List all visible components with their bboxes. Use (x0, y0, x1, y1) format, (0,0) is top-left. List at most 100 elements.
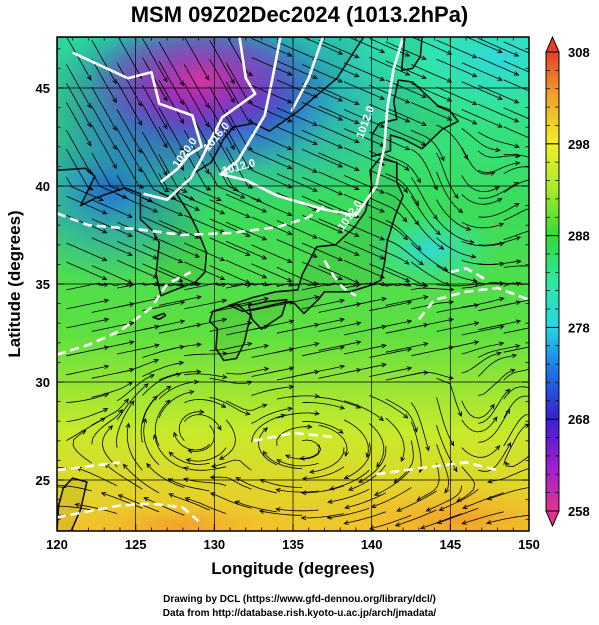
streamline (142, 169, 176, 200)
streamline (66, 102, 92, 146)
streamline-arrowhead (379, 76, 386, 81)
streamline-arrowhead (472, 53, 478, 59)
streamline-arrowhead (446, 50, 453, 55)
streamline (374, 468, 412, 496)
streamline-arrowhead (514, 143, 520, 149)
streamline-arrowhead (230, 78, 235, 85)
streamline (369, 348, 412, 358)
streamline (301, 64, 343, 83)
streamline-arrowhead (354, 100, 360, 106)
streamline (371, 487, 412, 508)
streamline (503, 208, 529, 221)
streamline (478, 162, 520, 174)
streamline (158, 371, 201, 381)
streamline-arrowhead (354, 251, 360, 256)
streamline-arrowhead (416, 177, 421, 184)
streamline (318, 58, 359, 77)
streamline (184, 261, 225, 280)
streamline (209, 322, 252, 332)
streamline-arrowhead (496, 351, 502, 357)
streamline-arrowhead (327, 499, 333, 504)
streamline-arrowhead (337, 163, 344, 168)
streamline (276, 489, 319, 493)
streamline (66, 195, 107, 215)
streamline-arrowhead (406, 300, 413, 306)
streamline-arrowhead (539, 75, 544, 79)
streamline-arrowhead (516, 259, 522, 264)
streamline-arrowhead (234, 500, 240, 506)
streamline (66, 37, 92, 80)
streamline (461, 400, 495, 419)
streamline (66, 149, 93, 191)
streamline-arrowhead (189, 196, 195, 201)
streamline (318, 105, 359, 124)
streamline-arrowhead (406, 366, 413, 371)
streamline (310, 447, 345, 473)
streamline-arrowhead (312, 253, 318, 258)
streamline (318, 341, 361, 351)
streamline (369, 301, 412, 312)
streamline-arrowhead (328, 485, 335, 491)
streamline-arrowhead (510, 368, 516, 374)
streamline (411, 83, 452, 102)
streamline-arrowhead (287, 230, 293, 236)
streamline-arrowhead (219, 256, 226, 262)
streamline (411, 287, 454, 291)
streamline-arrowhead (515, 281, 522, 287)
streamline-arrowhead (263, 366, 270, 372)
colorbar-tick-label: 268 (568, 412, 590, 427)
streamline-arrowhead (446, 97, 453, 102)
streamline-arrowhead (167, 478, 173, 483)
streamline-arrowhead (127, 232, 133, 237)
streamline (417, 463, 440, 501)
streamline (503, 41, 529, 54)
streamline (436, 377, 462, 417)
streamline-arrowhead (337, 256, 344, 262)
streamline (436, 322, 479, 332)
streamline-arrowhead (452, 466, 458, 473)
streamline-arrowhead (539, 141, 544, 145)
streamline (385, 239, 424, 266)
streamline (142, 373, 181, 396)
landmass-3 (370, 79, 460, 158)
streamline (461, 325, 504, 336)
streamline (358, 445, 387, 483)
streamline-arrowhead (414, 220, 420, 226)
streamline-arrowhead (339, 364, 346, 370)
streamline-arrowhead (539, 180, 544, 184)
streamline (118, 494, 160, 513)
streamline (327, 507, 370, 519)
streamline-arrowhead (112, 163, 117, 170)
streamline (225, 81, 253, 123)
streamline (385, 107, 427, 126)
streamline-arrowhead (86, 169, 92, 175)
streamline-arrowhead (153, 358, 160, 364)
streamline (262, 451, 303, 469)
streamline-arrowhead (354, 279, 360, 284)
streamline-arrowhead (539, 387, 543, 391)
streamline (209, 171, 245, 199)
streamline (318, 237, 359, 256)
streamline-arrowhead (338, 428, 344, 434)
streamline-arrowhead (433, 185, 438, 191)
streamline (144, 497, 185, 516)
streamline-arrowhead (490, 171, 496, 176)
streamline (478, 150, 520, 158)
streamline (343, 109, 385, 128)
streamline (184, 399, 226, 408)
streamline-arrowhead (280, 413, 287, 419)
streamline (478, 369, 515, 396)
streamline-arrowhead (189, 389, 195, 395)
streamline-arrowhead (179, 300, 186, 306)
streamline-arrowhead (164, 187, 170, 193)
streamline-arrowhead (499, 324, 505, 330)
streamline-arrowhead (406, 347, 413, 352)
streamline (251, 38, 292, 57)
streamline-arrowhead (472, 72, 478, 78)
streamline (318, 124, 359, 143)
streamline-arrowhead (287, 164, 293, 170)
streamline (503, 423, 529, 466)
streamline (184, 242, 225, 261)
streamline (385, 220, 422, 250)
streamline-arrowhead (196, 295, 202, 300)
